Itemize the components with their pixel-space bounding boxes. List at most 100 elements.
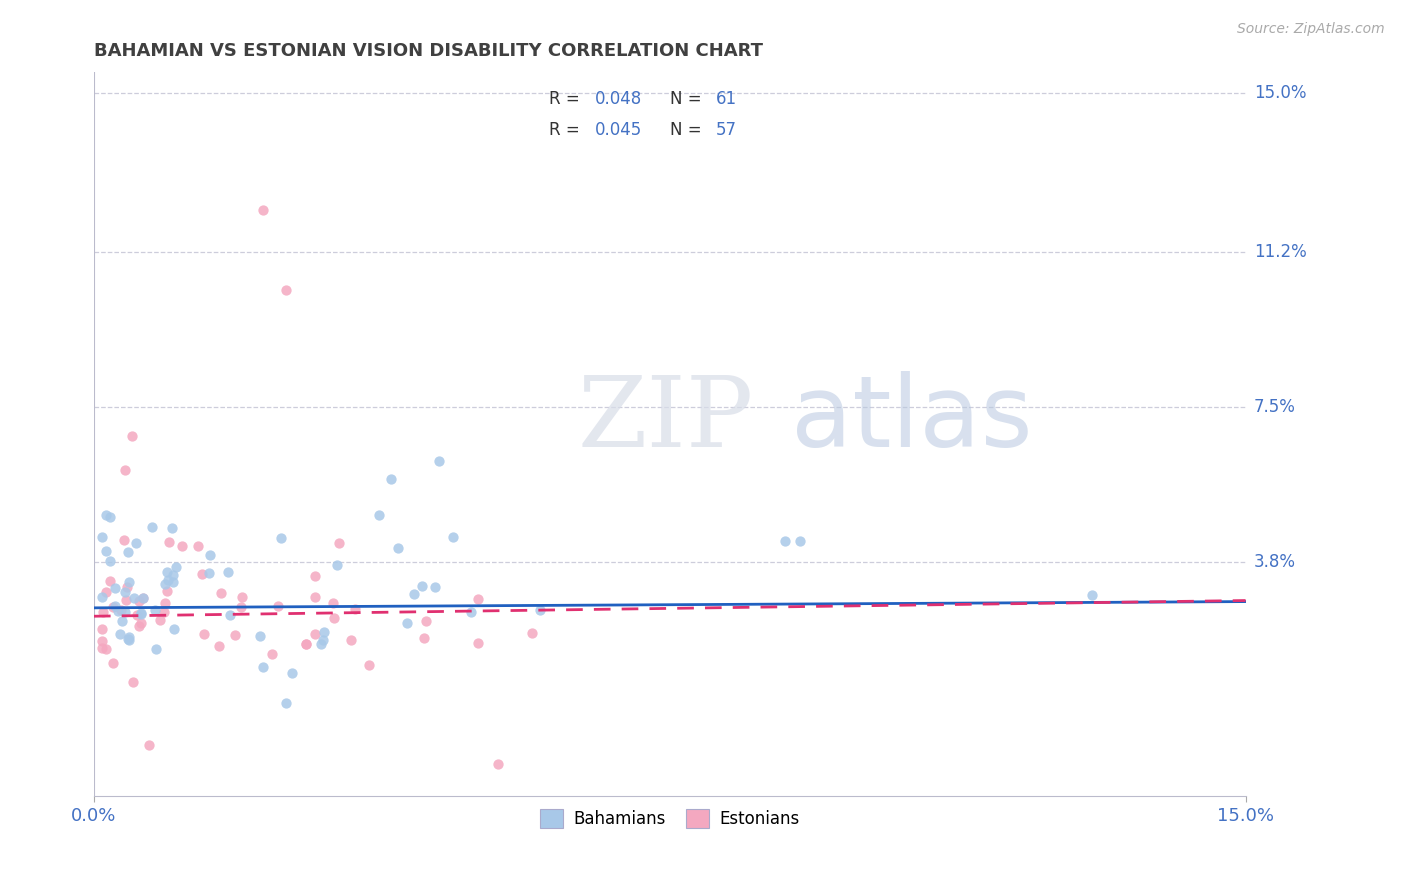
Text: BAHAMIAN VS ESTONIAN VISION DISABILITY CORRELATION CHART: BAHAMIAN VS ESTONIAN VISION DISABILITY C… [94,42,763,60]
Point [115,580,138,594]
Point [121,429,143,443]
Point [218,607,240,622]
Point [93,605,115,619]
Point [117,632,139,646]
Point [129,615,152,630]
Point [274,283,297,297]
Point [231,600,253,615]
Point [145,641,167,656]
Point [522,626,544,640]
Point [429,454,451,468]
Point [90,622,112,636]
Point [125,536,148,550]
Point [309,637,332,651]
Point [153,605,176,619]
Point [94,508,117,523]
Point [112,533,135,547]
Point [312,624,335,639]
Point [209,586,232,600]
Point [412,631,434,645]
Point [98,554,121,568]
Point [281,666,304,681]
Point [153,596,176,610]
Text: 0.048: 0.048 [595,90,643,108]
Point [260,647,283,661]
Point [187,539,209,553]
Point [344,602,367,616]
Point [467,592,489,607]
Point [122,591,145,606]
Point [122,675,145,690]
Point [162,567,184,582]
Point [415,614,437,628]
Point [128,619,150,633]
Point [149,613,172,627]
Point [101,656,124,670]
Point [402,587,425,601]
Point [789,533,811,548]
Point [249,629,271,643]
Point [1081,588,1104,602]
Point [118,633,141,648]
Text: 3.8%: 3.8% [1254,553,1296,571]
Point [323,611,346,625]
Point [231,590,253,604]
Point [163,622,186,636]
Point [304,627,326,641]
Point [138,738,160,752]
Text: ZIP: ZIP [578,372,754,467]
Point [325,558,347,573]
Point [107,604,129,618]
Point [90,531,112,545]
Point [467,636,489,650]
Point [118,630,141,644]
Point [117,545,139,559]
Point [312,632,335,647]
Point [114,605,136,619]
Point [132,591,155,605]
Point [104,581,127,595]
Point [395,616,418,631]
Text: atlas: atlas [790,371,1032,468]
Text: 61: 61 [716,90,737,108]
Point [380,472,402,486]
Point [98,574,121,588]
Point [252,660,274,674]
Point [328,536,350,550]
Point [172,539,194,553]
Text: Source: ZipAtlas.com: Source: ZipAtlas.com [1237,22,1385,37]
Point [304,569,326,583]
Point [96,584,118,599]
Point [460,605,482,619]
Point [117,575,139,590]
Text: R =: R = [548,90,585,108]
Point [98,509,121,524]
Text: 11.2%: 11.2% [1254,244,1306,261]
Text: 7.5%: 7.5% [1254,398,1296,416]
Point [141,519,163,533]
Point [90,634,112,648]
Point [160,521,183,535]
Point [157,535,180,549]
Point [108,627,131,641]
Point [90,640,112,655]
Text: 15.0%: 15.0% [1254,85,1306,103]
Point [132,591,155,606]
Point [110,615,132,629]
Point [153,577,176,591]
Point [441,530,464,544]
Point [423,580,446,594]
Point [266,599,288,614]
Point [156,573,179,587]
Point [104,599,127,614]
Legend: Bahamians, Estonians: Bahamians, Estonians [533,802,806,835]
Point [96,543,118,558]
Point [529,603,551,617]
Point [101,599,124,614]
Point [162,574,184,589]
Point [359,658,381,673]
Point [191,567,214,582]
Point [486,756,509,771]
Point [276,696,298,710]
Point [270,531,292,545]
